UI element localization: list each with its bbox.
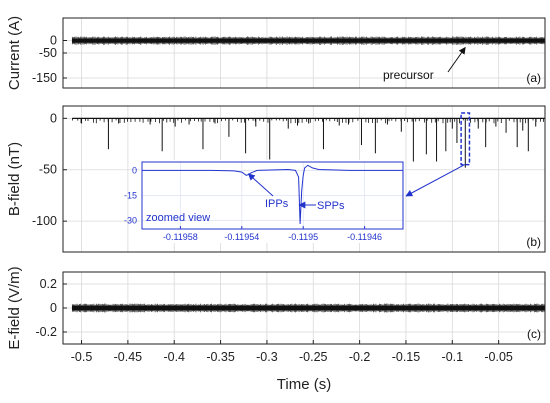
annotation-spps: SPPs (317, 200, 345, 212)
inset-y-tick-label-1: -15 (124, 191, 137, 201)
inset-y-tick-label-2: -30 (124, 216, 137, 226)
inset-x-tick-label-1: -0.11954 (224, 232, 259, 242)
inset-x-tick-label-3: -0.11946 (347, 232, 382, 242)
annotation-ipps-arrow (247, 173, 274, 197)
annotation-precursor-arrow (447, 46, 466, 73)
y-tick-label-bfield-2: -100 (32, 214, 57, 228)
x-tick-label-4: -0.3 (256, 350, 278, 364)
y-axis-label-current: Current (A) (6, 16, 23, 90)
inset-x-tick-label-2: -0.1195 (288, 232, 318, 242)
panel-label-a: (a) (526, 71, 541, 85)
x-tick-label-1: -0.45 (114, 350, 143, 364)
x-tick-label-3: -0.35 (206, 350, 235, 364)
y-tick-label-current-0: 0 (50, 34, 57, 48)
series-noise-efield (71, 303, 545, 313)
x-tick-label-0: -0.5 (71, 350, 93, 364)
series-baseline-noise-bfield (72, 118, 544, 124)
y-tick-label-efield-0: 0.2 (40, 277, 57, 291)
annotation-precursor: precursor (383, 68, 434, 82)
x-tick-label-6: -0.2 (349, 350, 371, 364)
series-bfield (72, 117, 545, 168)
zoom-connector-arrow (405, 164, 466, 197)
panel-efield: 0.2 0 -0.2 -0.5 -0.45 -0.4 -0.35 -0.3 -0.25 -0.2… (6, 266, 546, 393)
x-axis-label-time: Time (s) (277, 376, 331, 393)
y-tick-label-current-2: -150 (32, 71, 57, 85)
inset-label-zoomed-view: zoomed view (146, 212, 210, 224)
panel-label-c: (c) (527, 327, 541, 341)
x-tick-label-7: -0.15 (392, 350, 421, 364)
x-ticks-time: -0.5 -0.45 -0.4 -0.35 -0.3 -0.25 -0.2 -0.15 -0.1… (71, 340, 513, 364)
series-efield (71, 303, 546, 313)
y-tick-label-efield-2: -0.2 (35, 325, 57, 339)
panel-current: 0-50 -150 Current (A) (a) precursor (6, 16, 546, 90)
x-tick-label-8: -0.1 (442, 350, 464, 364)
inset-zoomed-view: -0.11958 -0.11954 -0.1195 -0.11946 0-15-30 … (124, 160, 405, 243)
series-noise-current (71, 36, 545, 45)
inset-x-tick-label-0: -0.11958 (163, 232, 198, 242)
inset-x-ticks: -0.11958 -0.11954 -0.1195 -0.11946 (163, 226, 382, 242)
x-tick-label-2: -0.4 (163, 350, 185, 364)
y-ticks-current: 0-50 -150 (32, 34, 67, 85)
inset-series-line (142, 164, 403, 225)
inset-y-ticks: 0 -15 -30 (124, 165, 137, 225)
x-tick-label-5: -0.25 (299, 350, 328, 364)
y-ticks-bfield: 0 -50 -100 (32, 111, 67, 228)
series-current (71, 36, 546, 45)
grid-current (63, 18, 545, 88)
y-axis-label-bfield: B-field (nT) (6, 142, 23, 216)
y-ticks-efield: 0.2 0 -0.2 (35, 277, 67, 339)
panel-label-b: (b) (526, 235, 541, 249)
y-tick-label-current-1: -50 (39, 46, 57, 60)
inset-frame (141, 161, 404, 230)
y-tick-label-bfield-0: 0 (50, 111, 57, 125)
inset-y-tick-label-0: 0 (132, 165, 137, 175)
y-axis-label-efield: E-field (V/m) (6, 266, 23, 349)
annotation-ipps: IPPs (265, 198, 289, 210)
y-tick-label-bfield-1: -50 (39, 163, 57, 177)
plot-frame-bfield (62, 105, 546, 253)
x-tick-label-9: -0.05 (484, 350, 513, 364)
y-tick-label-efield-1: 0 (50, 301, 57, 315)
